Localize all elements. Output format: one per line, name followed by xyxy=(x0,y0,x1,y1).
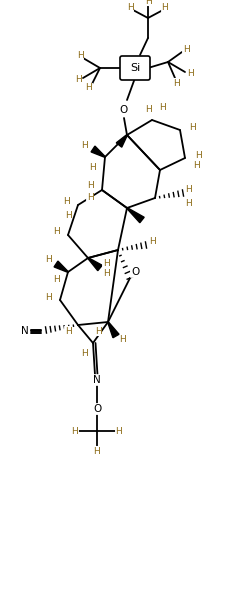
Text: H: H xyxy=(74,75,82,84)
Text: H: H xyxy=(159,104,166,113)
Text: H: H xyxy=(52,227,60,236)
Text: H: H xyxy=(86,83,92,92)
Text: O: O xyxy=(93,404,101,414)
Text: N: N xyxy=(93,375,101,385)
Text: H: H xyxy=(116,426,122,435)
Text: H: H xyxy=(120,335,126,344)
Text: H: H xyxy=(64,210,71,219)
Text: H: H xyxy=(192,162,200,171)
Text: H: H xyxy=(127,4,134,13)
Text: H: H xyxy=(103,259,110,268)
Text: N: N xyxy=(21,326,29,336)
Text: O: O xyxy=(120,105,128,115)
Text: H: H xyxy=(62,198,70,206)
Polygon shape xyxy=(116,134,127,147)
Text: H: H xyxy=(87,194,94,203)
Text: Si: Si xyxy=(130,63,140,73)
Text: H: H xyxy=(194,151,202,160)
Polygon shape xyxy=(88,257,102,271)
FancyBboxPatch shape xyxy=(120,56,150,80)
Polygon shape xyxy=(91,146,105,157)
Text: H: H xyxy=(94,326,102,335)
Text: H: H xyxy=(146,106,152,115)
Text: H: H xyxy=(44,292,52,302)
Text: H: H xyxy=(76,51,84,60)
Text: H: H xyxy=(189,124,196,133)
Text: H: H xyxy=(64,326,71,335)
Text: H: H xyxy=(144,0,152,5)
Polygon shape xyxy=(127,207,144,223)
Text: H: H xyxy=(182,45,190,54)
Text: H: H xyxy=(186,69,194,78)
Text: H: H xyxy=(103,268,110,277)
Text: H: H xyxy=(82,140,88,150)
Text: H: H xyxy=(87,180,94,189)
Text: H: H xyxy=(44,256,52,265)
Text: H: H xyxy=(90,162,96,171)
Text: H: H xyxy=(162,4,168,13)
Text: H: H xyxy=(52,276,60,285)
Text: H: H xyxy=(82,349,88,358)
Polygon shape xyxy=(108,322,119,338)
Text: O: O xyxy=(131,267,139,277)
Text: H: H xyxy=(148,238,156,247)
Text: H: H xyxy=(186,186,192,195)
Text: H: H xyxy=(186,198,192,207)
Text: H: H xyxy=(72,426,78,435)
Polygon shape xyxy=(54,261,68,273)
Text: H: H xyxy=(174,78,180,87)
Text: H: H xyxy=(94,446,100,455)
